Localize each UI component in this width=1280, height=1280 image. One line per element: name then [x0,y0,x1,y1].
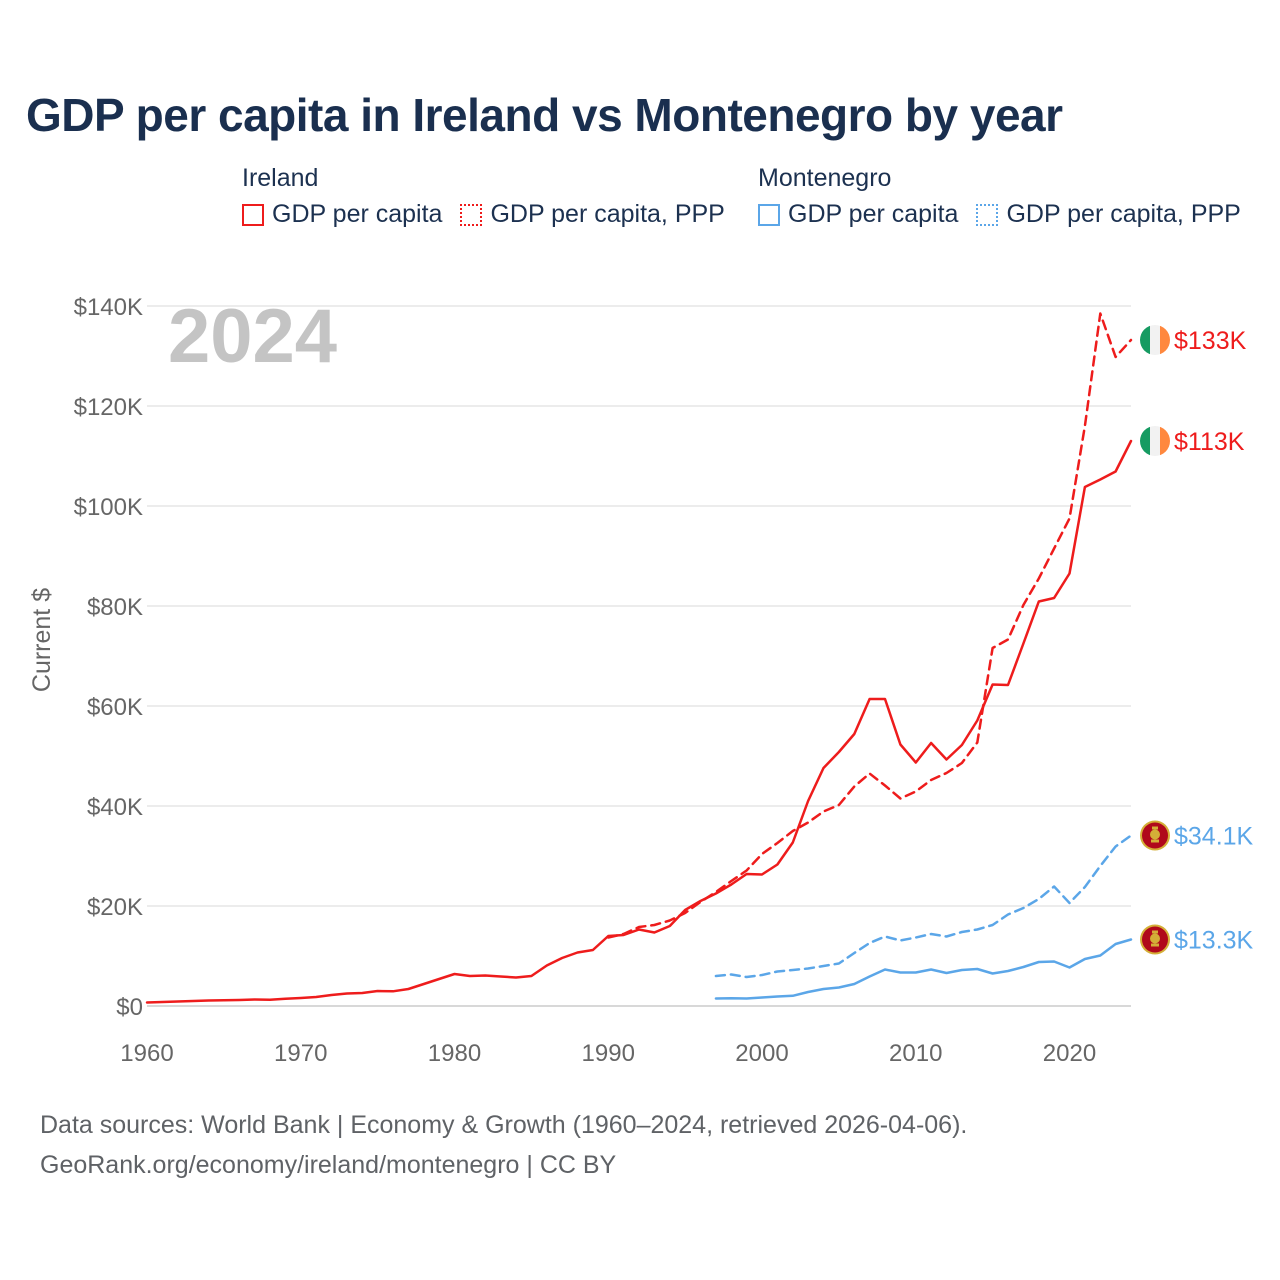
legend-swatch-solid [242,203,264,226]
montenegro-flag-icon [1140,924,1170,955]
ireland-flag-icon [1140,426,1170,456]
end-marker-ireland_ppp: $133K [1140,325,1247,355]
footer: Data sources: World Bank | Economy & Gro… [40,1105,967,1185]
legend-country-montenegro: Montenegro [758,164,892,192]
legend-swatch-dotted [460,203,483,226]
footer-attribution: GeoRank.org/economy/ireland/montenegro |… [40,1151,617,1179]
series-line-ireland-gdp [145,439,1133,1004]
y-tick-label: $140K [74,294,143,321]
end-value-label: $113K [1174,428,1245,456]
x-tick-label: 2000 [735,1040,788,1067]
y-axis-ticks: $0 $20K $40K $60K $80K $100K $120K $140K [74,294,143,1021]
legend-swatch-solid [758,203,780,226]
end-value-label: $13.3K [1174,927,1254,955]
y-tick-label: $20K [87,894,143,921]
y-tick-label: $100K [74,494,143,521]
legend-item-montenegro-ppp[interactable]: GDP per capita, PPP [976,200,1241,229]
ireland-flag-icon [1140,325,1170,355]
end-value-label: $34.1K [1174,823,1254,851]
legend-country-ireland: Ireland [242,164,319,192]
y-tick-label: $60K [87,694,143,721]
series-line-montenegro-ppp [714,834,1133,979]
x-axis-ticks: 1960 1970 1980 1990 2000 2010 2020 [120,1040,1096,1067]
x-tick-label: 1960 [120,1040,173,1067]
end-marker-montenegro_ppp: $34.1K [1140,820,1254,851]
legend-label: GDP per capita [272,200,443,228]
end-marker-montenegro_gdp: $13.3K [1140,924,1254,955]
y-axis-label: Current $ [28,588,56,692]
x-tick-label: 1980 [428,1040,481,1067]
y-tick-label: $40K [87,794,143,821]
y-tick-label: $80K [87,594,143,621]
end-marker-ireland_gdp: $113K [1140,426,1245,456]
x-tick-label: 2010 [889,1040,942,1067]
montenegro-flag-icon [1140,820,1170,851]
x-tick-label: 1970 [274,1040,327,1067]
gridlines [147,305,1131,1007]
legend-label: GDP per capita [788,200,959,228]
end-markers: $133K $113K $34.1K $13.3K [1140,325,1254,955]
x-tick-label: 1990 [582,1040,635,1067]
legend-swatch-dotted [976,203,999,226]
y-tick-label: $0 [116,994,143,1021]
legend-item-ireland-gdp[interactable]: GDP per capita [242,200,442,229]
end-value-label: $133K [1174,327,1247,355]
series-line-montenegro-gdp [714,938,1133,1000]
footer-sources: Data sources: World Bank | Economy & Gro… [40,1111,968,1139]
x-tick-label: 2020 [1043,1040,1096,1067]
chart-title: GDP per capita in Ireland vs Montenegro … [26,89,1063,141]
y-tick-label: $120K [74,394,143,421]
legend-ireland: Ireland GDP per capita GDP per capita, P… [242,160,725,229]
legend-label: GDP per capita, PPP [490,200,725,228]
legend-item-montenegro-gdp[interactable]: GDP per capita [758,200,958,229]
legend-item-ireland-ppp[interactable]: GDP per capita, PPP [460,200,725,229]
legend-label: GDP per capita, PPP [1006,200,1241,228]
series-lines [145,312,1133,1004]
legend-montenegro: Montenegro GDP per capita GDP per capita… [758,160,1241,229]
series-line-ireland-ppp [607,312,1133,939]
current-year-display: 2024 [168,294,337,379]
